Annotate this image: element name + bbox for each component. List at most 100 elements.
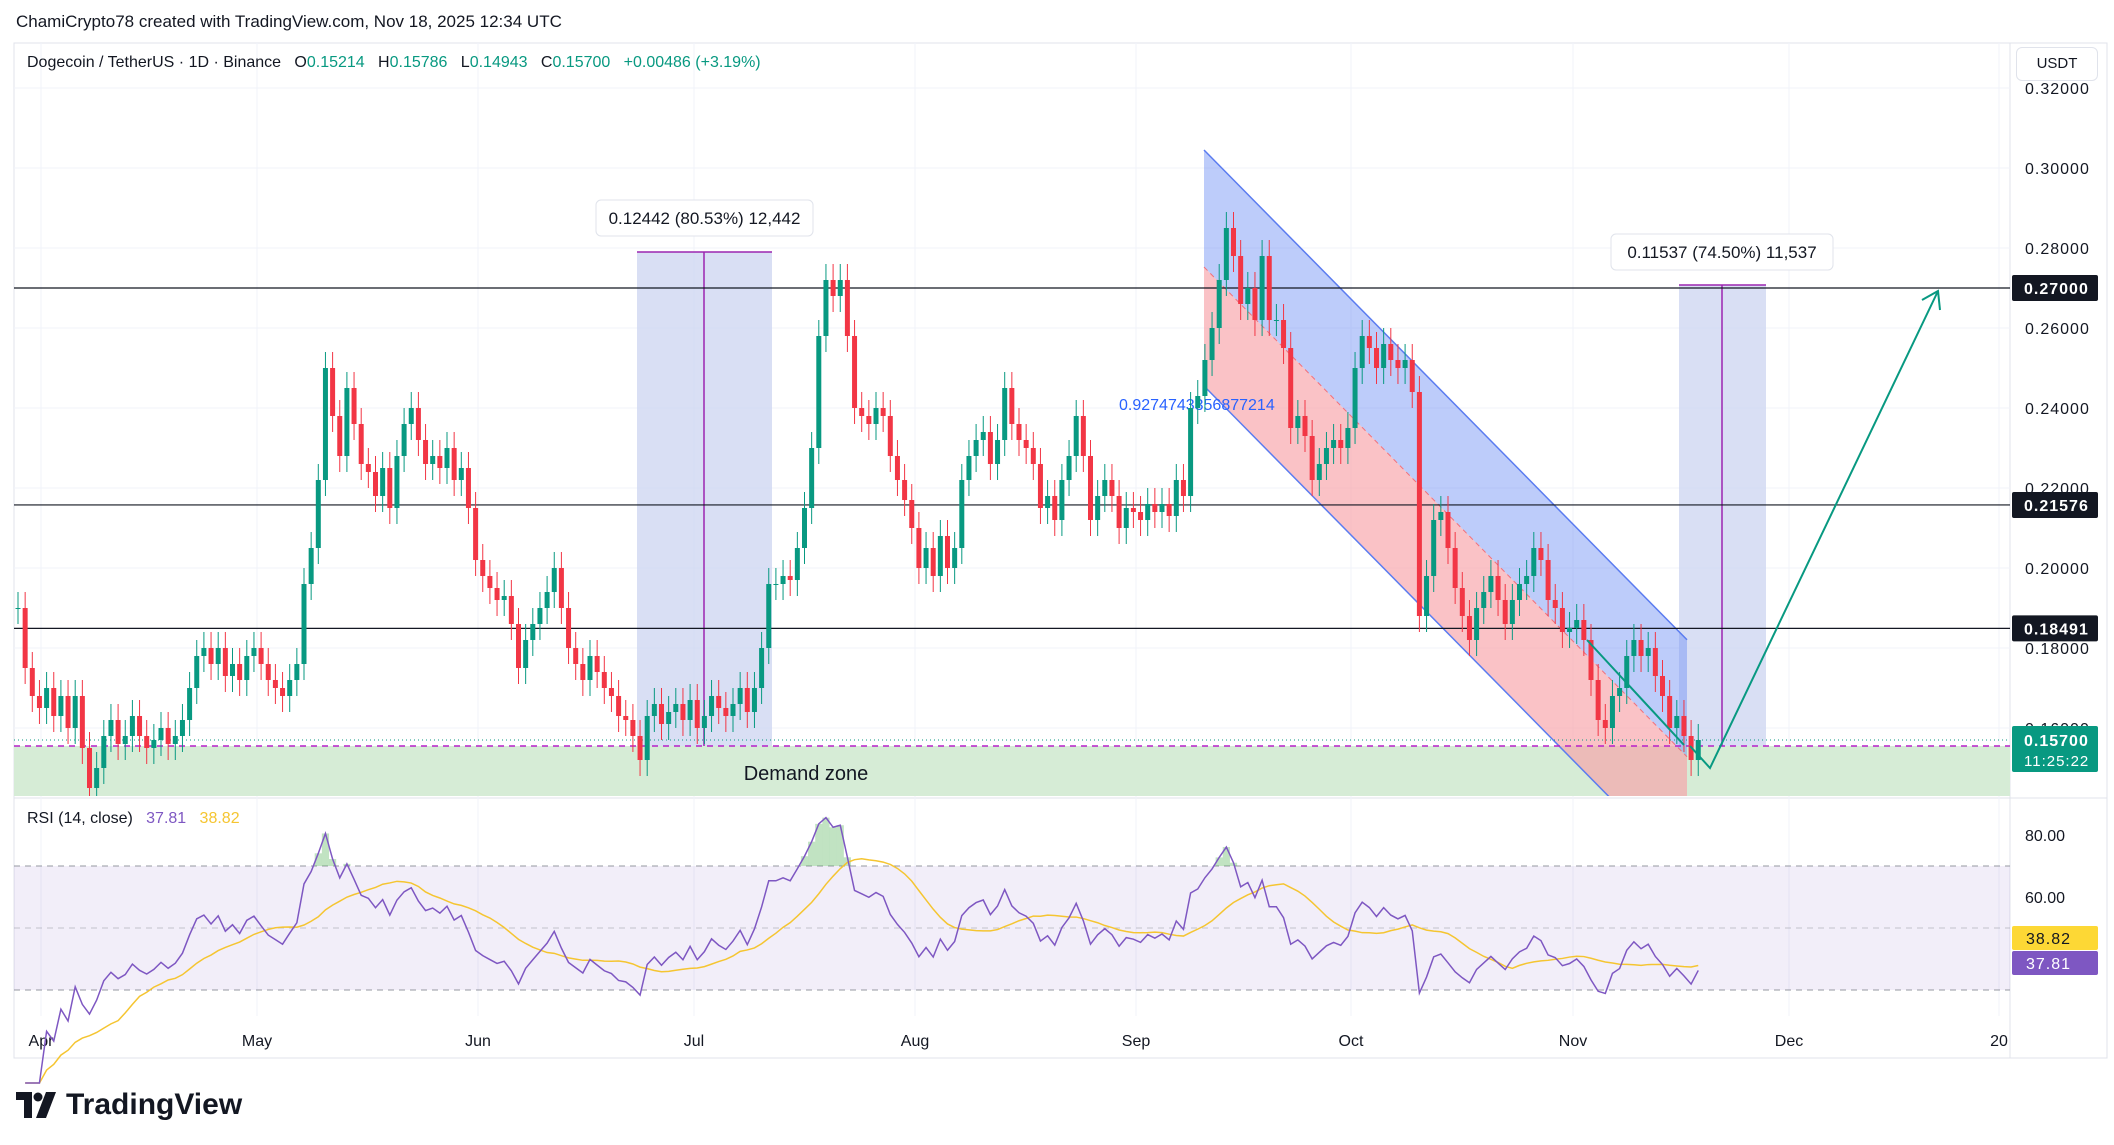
candle-body	[1545, 560, 1551, 600]
candle-body	[137, 716, 143, 736]
candle-body	[1281, 320, 1287, 348]
candle	[115, 704, 121, 760]
candle-body	[365, 464, 371, 472]
candle	[1345, 412, 1351, 464]
candle	[244, 640, 250, 696]
candle	[1567, 612, 1573, 648]
candle	[387, 452, 393, 524]
candle	[1531, 532, 1537, 592]
candle-body	[1416, 392, 1422, 616]
symbol-title[interactable]: Dogecoin / TetherUS · 1D · Binance	[27, 54, 282, 71]
candle	[923, 532, 929, 584]
candle	[1645, 632, 1651, 672]
rsi-title[interactable]: RSI (14, close)	[27, 810, 133, 827]
candle	[973, 424, 979, 472]
candle-body	[1245, 288, 1251, 304]
candle-body	[1681, 716, 1687, 736]
candle-body	[837, 280, 843, 296]
candle-body	[1567, 628, 1573, 632]
candle-body	[551, 568, 557, 592]
candle-body	[1080, 416, 1086, 456]
candle	[1660, 660, 1665, 712]
rsi-overbought-fill	[822, 817, 830, 866]
candle	[344, 372, 350, 472]
candle-body	[437, 456, 443, 468]
candle	[1302, 400, 1308, 452]
level-badge-text: 0.27000	[2024, 281, 2089, 298]
candle-body	[637, 736, 643, 760]
candle-body	[544, 592, 550, 608]
candle	[852, 320, 858, 424]
candle	[315, 464, 321, 564]
candle-body	[172, 736, 178, 744]
candle	[401, 408, 407, 472]
candle-body	[1645, 648, 1651, 656]
candle-body	[1323, 448, 1329, 464]
high-label: H	[378, 54, 390, 71]
candle	[937, 520, 943, 592]
currency-button[interactable]: USDT	[2016, 47, 2098, 81]
candle	[651, 688, 657, 732]
candle	[1331, 424, 1337, 464]
candle-body	[1431, 520, 1437, 576]
candle	[630, 704, 636, 752]
candle-body	[1359, 336, 1365, 368]
candle	[1538, 532, 1544, 576]
candle	[487, 560, 493, 604]
measure-label-left-text: 0.12442 (80.53%) 12,442	[609, 209, 801, 228]
candle	[201, 632, 207, 672]
candle-body	[187, 688, 193, 720]
candle	[966, 440, 972, 496]
candle-body	[129, 716, 135, 736]
candle-body	[537, 608, 543, 624]
time-tick-label: May	[242, 1033, 272, 1050]
candle-body	[866, 416, 872, 424]
candle	[709, 680, 715, 732]
candle-body	[387, 468, 393, 508]
candle-body	[616, 696, 622, 716]
candle-body	[222, 648, 228, 676]
price-tick-label: 0.26000	[2025, 321, 2090, 338]
candle-body	[744, 688, 750, 712]
candle-body	[1266, 256, 1272, 320]
demand-zone	[14, 746, 2010, 796]
candle-body	[573, 648, 579, 664]
candle	[830, 264, 836, 312]
candle	[179, 704, 185, 752]
price-tick-label: 0.28000	[2025, 241, 2090, 258]
candle-body	[680, 704, 686, 720]
candle-body	[1166, 504, 1172, 516]
candle-body	[230, 664, 235, 676]
candle-body	[1259, 256, 1265, 320]
candle	[444, 432, 450, 484]
candle	[451, 432, 457, 496]
candle-body	[966, 456, 972, 480]
candle-body	[344, 388, 350, 456]
candle-body	[516, 624, 521, 668]
candle	[208, 632, 214, 680]
candle	[687, 684, 693, 736]
candle-body	[916, 528, 922, 568]
candle-body	[237, 664, 243, 680]
candle-body	[930, 548, 936, 576]
rsi-overbought-fill	[321, 833, 330, 866]
candle-body	[508, 596, 514, 624]
candle	[265, 648, 271, 696]
candle-body	[1195, 396, 1201, 408]
candle	[1466, 600, 1472, 656]
price-tick-label: 0.20000	[2025, 561, 2090, 578]
candle	[1130, 492, 1136, 528]
tradingview-logo[interactable]: TradingView	[16, 1088, 242, 1122]
candle	[1030, 432, 1036, 480]
candle-body	[673, 704, 679, 712]
candle-body	[451, 448, 457, 480]
candle	[322, 352, 328, 496]
candle-body	[787, 576, 793, 580]
candle	[1602, 704, 1608, 744]
candle-body	[580, 664, 586, 680]
rsi-overbought-fill	[1222, 847, 1230, 866]
logo-text: TradingView	[66, 1088, 243, 1121]
candle	[151, 724, 157, 764]
candle	[1195, 380, 1201, 424]
